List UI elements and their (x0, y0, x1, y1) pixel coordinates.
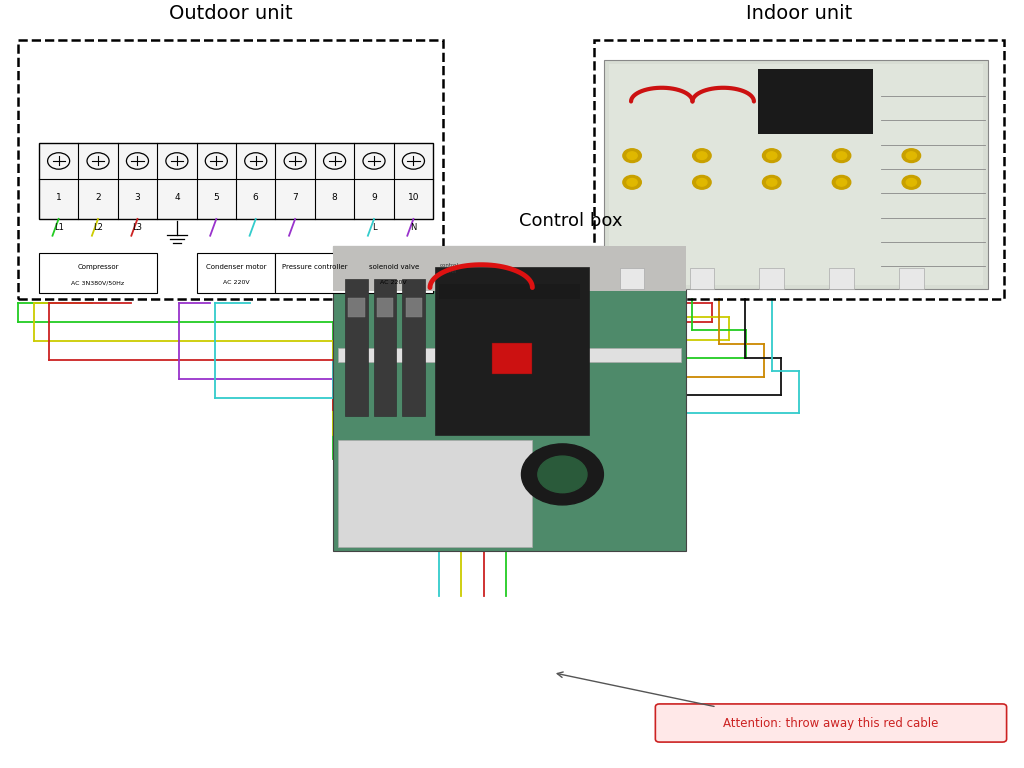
Text: AC 220V: AC 220V (222, 280, 250, 286)
Circle shape (767, 152, 777, 160)
Bar (899, 268, 924, 289)
Text: AC 3N380V/50Hz: AC 3N380V/50Hz (72, 280, 125, 286)
Circle shape (538, 456, 587, 493)
Circle shape (696, 152, 707, 160)
Circle shape (521, 444, 603, 505)
Text: Outdoor unit: Outdoor unit (169, 4, 293, 23)
Circle shape (837, 152, 847, 160)
Bar (760, 268, 784, 289)
Text: 4: 4 (174, 193, 179, 202)
Circle shape (627, 178, 637, 186)
Circle shape (692, 149, 711, 163)
Text: L1: L1 (53, 223, 63, 232)
Text: L2: L2 (93, 223, 103, 232)
Bar (758, 69, 872, 134)
Circle shape (763, 175, 781, 189)
Circle shape (906, 152, 916, 160)
Circle shape (623, 175, 641, 189)
Text: solenoid valve: solenoid valve (369, 264, 419, 270)
Bar (333, 246, 686, 291)
Bar (829, 268, 854, 289)
Text: Compressor: Compressor (77, 264, 119, 270)
Bar (345, 280, 368, 416)
Bar (275, 253, 354, 293)
Text: Pressure controller: Pressure controller (283, 264, 347, 270)
Bar (492, 343, 532, 374)
Text: 1: 1 (55, 193, 61, 202)
Bar (620, 268, 644, 289)
Bar (197, 253, 275, 293)
Bar (609, 64, 983, 285)
Bar (39, 143, 433, 219)
Text: 9: 9 (371, 193, 377, 202)
Text: N: N (411, 223, 417, 232)
Text: AC 220V: AC 220V (380, 280, 408, 286)
Text: 3: 3 (134, 193, 140, 202)
Circle shape (767, 178, 777, 186)
Bar (374, 280, 396, 416)
Text: Condenser motor: Condenser motor (206, 264, 266, 270)
Text: control
panel: control panel (440, 263, 459, 274)
Text: 8: 8 (332, 193, 338, 202)
Text: 6: 6 (253, 193, 259, 202)
Bar (594, 40, 1004, 299)
Text: Attention: throw away this red cable: Attention: throw away this red cable (723, 717, 939, 730)
Circle shape (902, 149, 921, 163)
Bar (18, 40, 443, 299)
Bar (39, 253, 158, 293)
Circle shape (763, 149, 781, 163)
Text: L: L (372, 223, 377, 232)
Bar (338, 440, 532, 547)
Circle shape (623, 149, 641, 163)
Bar (377, 298, 393, 317)
Text: 5: 5 (213, 193, 219, 202)
Bar (348, 298, 365, 317)
Text: Indoor unit: Indoor unit (745, 4, 852, 23)
Circle shape (692, 175, 711, 189)
Bar (402, 280, 425, 416)
Circle shape (627, 152, 637, 160)
Bar (438, 283, 580, 299)
Bar (689, 268, 714, 289)
Circle shape (833, 149, 851, 163)
Circle shape (906, 178, 916, 186)
Text: Control box: Control box (519, 213, 623, 230)
Text: 10: 10 (408, 193, 419, 202)
Bar (604, 61, 988, 289)
Text: L3: L3 (132, 223, 142, 232)
FancyBboxPatch shape (655, 704, 1007, 742)
Circle shape (696, 178, 707, 186)
Circle shape (837, 178, 847, 186)
Bar (354, 253, 433, 293)
Text: 2: 2 (95, 193, 100, 202)
Circle shape (833, 175, 851, 189)
Bar (338, 348, 681, 362)
Bar (406, 298, 422, 317)
Bar (435, 267, 589, 435)
Text: 7: 7 (292, 193, 298, 202)
Bar (333, 246, 686, 551)
Circle shape (902, 175, 921, 189)
